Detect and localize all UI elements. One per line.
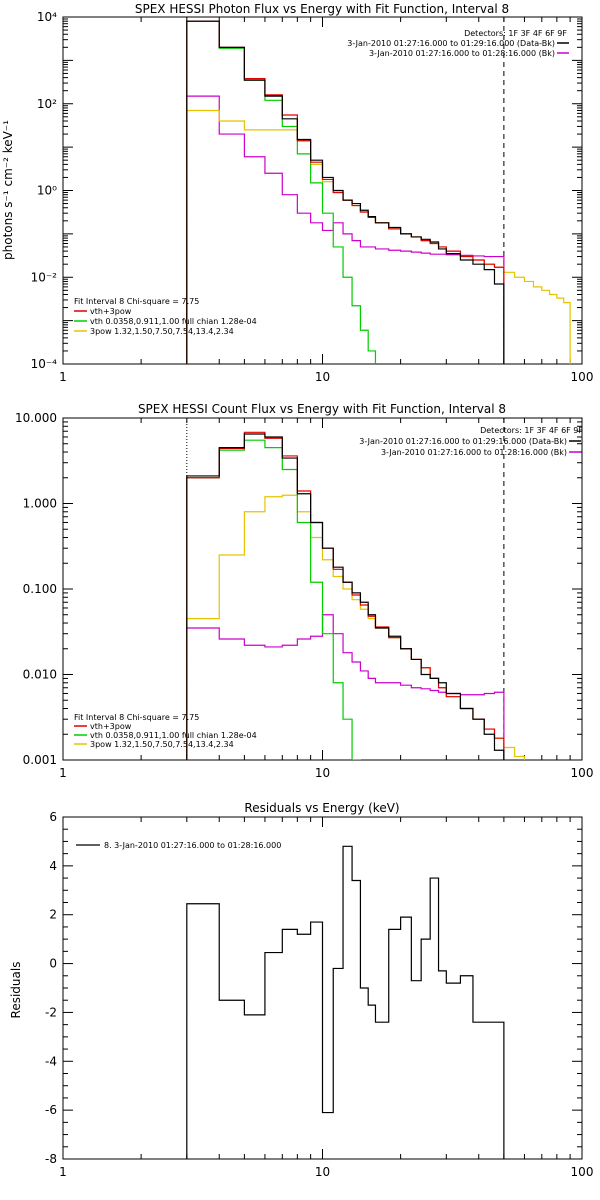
residuals-chart-title: Residuals vs Energy (keV) (244, 801, 399, 815)
count-ytick-label: 0.001 (23, 753, 57, 767)
count-xtick-label: 10 (315, 766, 330, 780)
photon-legend-vth-label: vth 0.0358,0.911,1.00 full chian 1.28e-0… (90, 317, 257, 326)
count-ytick-label: 1.000 (23, 497, 57, 511)
photon-ytick-label: 10⁴ (37, 10, 57, 24)
photon-legend-3pow-label: 3pow 1.32,1.50,7.50,7.54,13.4,2.34 (90, 327, 234, 336)
count-series-data (186, 433, 505, 760)
photon-detectors-label: Detectors: 1F 3F 4F 6F 9F (464, 29, 567, 38)
photon-legend-bk-label: 3-Jan-2010 01:27:16.000 to 01:28:16.000 … (369, 49, 555, 58)
residuals-ytick-label: -8 (45, 1152, 57, 1166)
photon-chart-ylabel: photons s⁻¹ cm⁻² keV⁻¹ (1, 120, 15, 260)
count-detectors-label: Detectors: 1F 3F 4F 6F 9F (480, 426, 583, 435)
count-legend-bk-label: 3-Jan-2010 01:27:16.000 to 01:28:16.000 … (381, 448, 567, 457)
count-legend-3pow-label: 3pow 1.32,1.50,7.50,7.54,13.4,2.34 (90, 740, 234, 749)
photon-ytick-label: 10⁻⁴ (31, 357, 58, 371)
residuals-ytick-label: 2 (49, 908, 57, 922)
residuals-xtick-label: 1 (59, 1165, 67, 1179)
residuals-ytick-label: -6 (45, 1103, 57, 1117)
residuals-legend-label: 8. 3-Jan-2010 01:27:16.000 to 01:28:16.0… (104, 841, 281, 850)
count-xtick-label: 1 (59, 766, 67, 780)
photon-ytick-label: 10⁰ (37, 184, 57, 198)
count-legend-vthpow-label: vth+3pow (90, 722, 132, 731)
photon-xtick-label: 1 (59, 370, 67, 384)
residuals-xtick-label: 100 (571, 1165, 594, 1179)
photon-xtick-label: 10 (315, 370, 330, 384)
photon-xtick-label: 100 (571, 370, 594, 384)
residuals-ytick-label: -4 (45, 1054, 57, 1068)
count-ytick-label: 10.000 (15, 411, 57, 425)
photon-legend-data-label: 3-Jan-2010 01:27:16.000 to 01:29:16.000 … (347, 39, 555, 48)
residuals-chart-ylabel: Residuals (9, 962, 23, 1019)
photon-chart-title: SPEX HESSI Photon Flux vs Energy with Fi… (135, 2, 509, 16)
residuals-ytick-label: 6 (49, 810, 57, 824)
residuals-xtick-label: 10 (315, 1165, 330, 1179)
residuals-ytick-label: 4 (49, 859, 57, 873)
residuals-ytick-label: -2 (45, 1005, 57, 1019)
photon-ytick-label: 10² (37, 97, 57, 111)
photon-ytick-label: 10⁻² (31, 270, 58, 284)
count-legend-data-label: 3-Jan-2010 01:27:16.000 to 01:29:16.000 … (359, 437, 567, 446)
photon-series-data (186, 20, 505, 364)
count-xtick-label: 100 (571, 766, 594, 780)
photon-legend-vthpow-label: vth+3pow (90, 307, 132, 316)
residuals-series-residuals (186, 845, 505, 1159)
count-ytick-label: 0.010 (23, 668, 57, 682)
count-fit-header: Fit Interval 8 Chi-square = 7.75 (74, 713, 199, 722)
count-ytick-label: 0.100 (23, 582, 57, 596)
count-chart-title: SPEX HESSI Count Flux vs Energy with Fit… (138, 402, 506, 416)
photon-fit-header: Fit Interval 8 Chi-square = 7.75 (74, 297, 199, 306)
residuals-ytick-label: 0 (49, 957, 57, 971)
count-legend-vth-label: vth 0.0358,0.911,1.00 full chian 1.28e-0… (90, 731, 257, 740)
